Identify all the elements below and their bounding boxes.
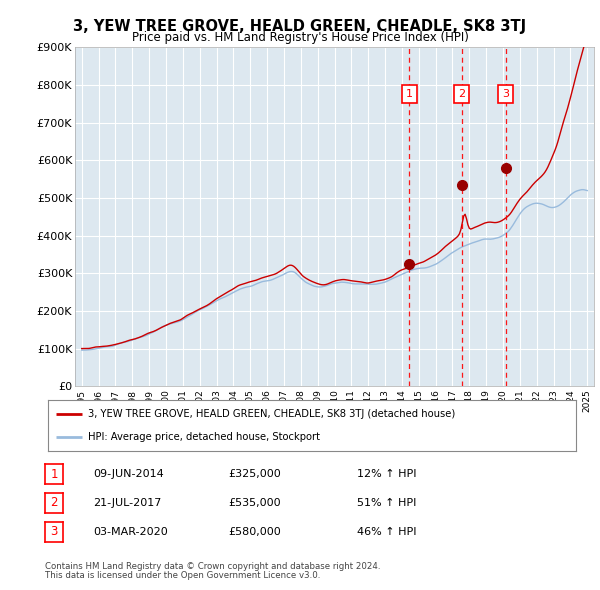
Text: 3: 3 [502, 89, 509, 99]
Text: 09-JUN-2014: 09-JUN-2014 [93, 470, 164, 479]
Text: 1: 1 [50, 468, 58, 481]
Text: 2: 2 [50, 496, 58, 509]
Text: 46% ↑ HPI: 46% ↑ HPI [357, 527, 416, 536]
Text: This data is licensed under the Open Government Licence v3.0.: This data is licensed under the Open Gov… [45, 571, 320, 581]
Text: 12% ↑ HPI: 12% ↑ HPI [357, 470, 416, 479]
Text: 3, YEW TREE GROVE, HEALD GREEN, CHEADLE, SK8 3TJ (detached house): 3, YEW TREE GROVE, HEALD GREEN, CHEADLE,… [88, 409, 455, 419]
Text: Price paid vs. HM Land Registry's House Price Index (HPI): Price paid vs. HM Land Registry's House … [131, 31, 469, 44]
Text: 1: 1 [406, 89, 413, 99]
Text: 3, YEW TREE GROVE, HEALD GREEN, CHEADLE, SK8 3TJ: 3, YEW TREE GROVE, HEALD GREEN, CHEADLE,… [73, 19, 527, 34]
Text: £580,000: £580,000 [228, 527, 281, 536]
Text: 03-MAR-2020: 03-MAR-2020 [93, 527, 168, 536]
Text: 21-JUL-2017: 21-JUL-2017 [93, 498, 161, 507]
Text: HPI: Average price, detached house, Stockport: HPI: Average price, detached house, Stoc… [88, 432, 320, 442]
Text: Contains HM Land Registry data © Crown copyright and database right 2024.: Contains HM Land Registry data © Crown c… [45, 562, 380, 571]
Text: £535,000: £535,000 [228, 498, 281, 507]
Text: 2: 2 [458, 89, 465, 99]
Text: 3: 3 [50, 525, 58, 538]
Text: £325,000: £325,000 [228, 470, 281, 479]
Text: 51% ↑ HPI: 51% ↑ HPI [357, 498, 416, 507]
